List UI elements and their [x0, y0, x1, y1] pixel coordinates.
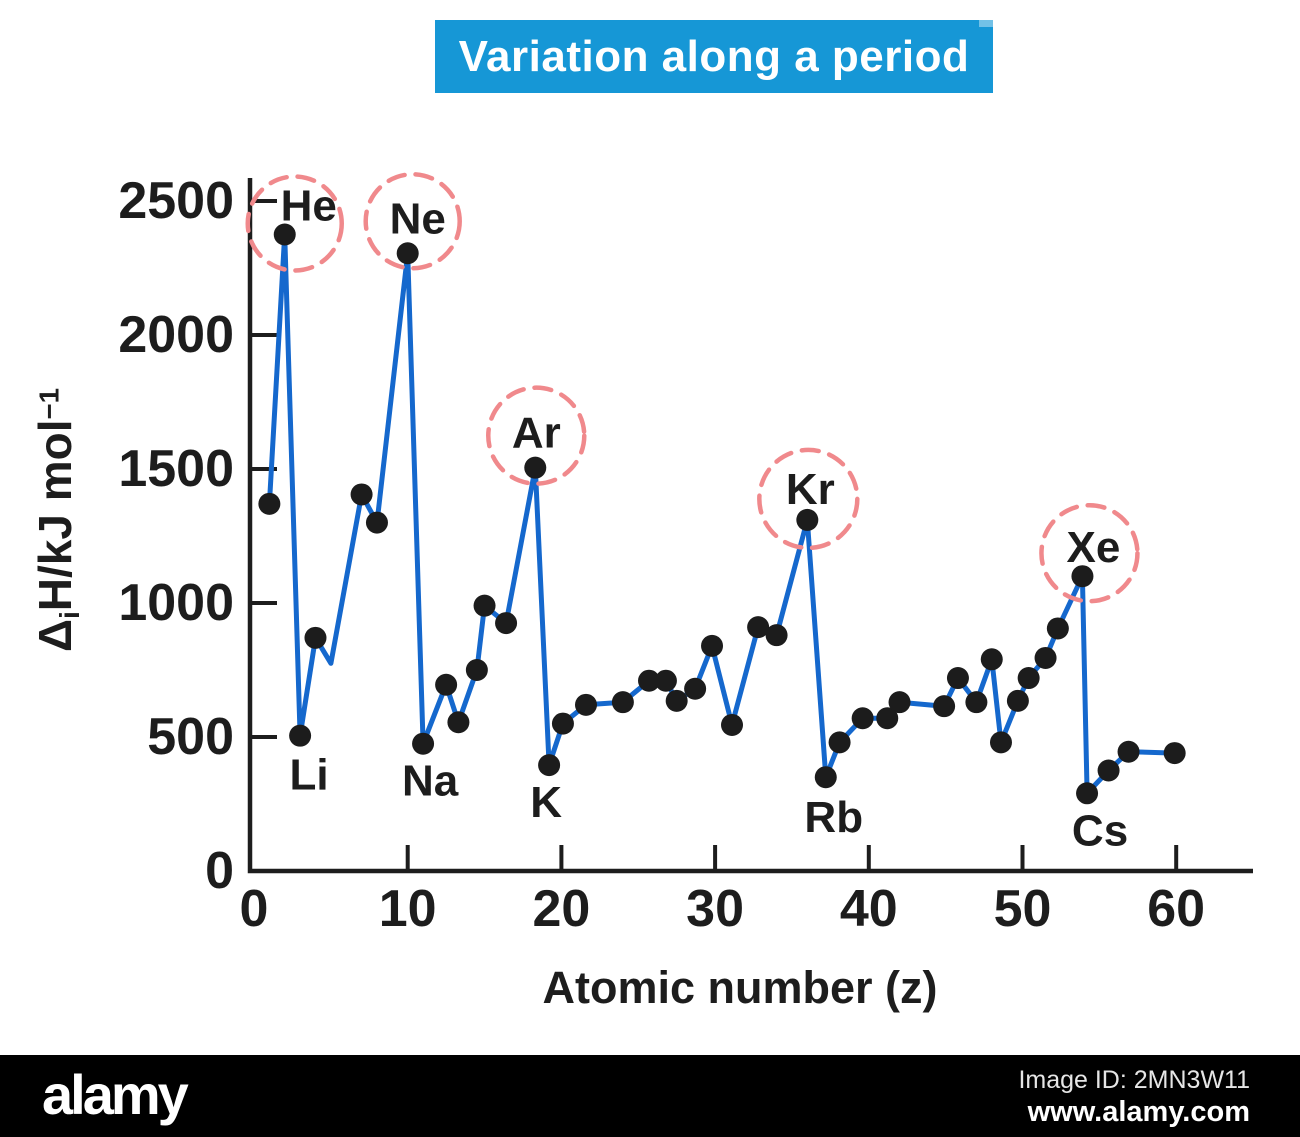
x-tick-label-40: 40	[840, 880, 898, 938]
element-label-Ne: Ne	[390, 194, 446, 243]
data-point-Kr	[796, 508, 819, 531]
y-tick-label-0: 0	[205, 842, 234, 900]
data-point-Zr	[876, 707, 899, 730]
element-label-K: K	[530, 778, 562, 827]
data-point-Fe	[654, 669, 677, 692]
data-point-He	[273, 223, 296, 246]
data-point-Ne	[396, 242, 419, 265]
data-point-Sb	[1017, 667, 1040, 690]
element-label-He: He	[281, 182, 337, 231]
data-point-Sc	[574, 693, 597, 716]
data-point-Co	[665, 689, 688, 712]
x-tick-label-10: 10	[379, 880, 437, 938]
data-point-La	[1117, 740, 1140, 763]
data-point-Ru	[933, 695, 956, 718]
data-point-Al	[447, 711, 470, 734]
highlight-circle-Kr	[757, 447, 860, 551]
y-title-delta: Δ	[28, 618, 81, 652]
data-point-Ni	[684, 677, 707, 700]
data-point-Cr	[611, 691, 634, 714]
y-tick-label-500: 500	[147, 708, 234, 766]
data-point-Se	[765, 624, 788, 647]
data-point-As	[747, 616, 770, 639]
highlight-circle-He	[245, 174, 344, 273]
highlight-circle-Ne	[363, 172, 462, 271]
data-point-Ga	[721, 713, 744, 736]
data-point-Pd	[965, 691, 988, 714]
data-point-Xe	[1071, 565, 1094, 588]
x-tick-label-30: 30	[686, 880, 744, 938]
data-point-H	[258, 492, 281, 515]
image-id: Image ID: 2MN3W11	[1018, 1066, 1250, 1094]
data-point-Be	[304, 626, 327, 649]
data-point-Sr	[828, 731, 851, 754]
y-title-sub: i	[54, 611, 86, 619]
data-point-Cd	[980, 648, 1003, 671]
y-axis-title: ΔiH/kJ mol−1	[28, 388, 86, 652]
watermark-bar: alamy Image ID: 2MN3W11 www.alamy.com	[0, 1055, 1300, 1137]
y-title-main: H/kJ mol	[28, 419, 81, 612]
alamy-logo: alamy	[42, 1063, 189, 1126]
x-tick-label-20: 20	[532, 880, 590, 938]
y-tick-label-1500: 1500	[118, 440, 234, 498]
element-label-Na: Na	[402, 757, 459, 806]
element-label-Cs: Cs	[1072, 806, 1128, 855]
data-point-Si	[465, 659, 488, 681]
element-label-Ar: Ar	[512, 409, 561, 458]
data-point-Rb	[814, 766, 837, 789]
y-title-sup: −1	[33, 388, 65, 420]
y-tick-label-2000: 2000	[118, 306, 234, 364]
watermark-info: Image ID: 2MN3W11 www.alamy.com	[1018, 1065, 1250, 1129]
data-point-Mg	[435, 673, 458, 696]
y-tick-label-2500: 2500	[118, 172, 234, 230]
data-point-K	[538, 754, 561, 777]
data-point-Ba	[1097, 759, 1120, 782]
data-point-In	[989, 731, 1012, 754]
x-tick-label-50: 50	[994, 880, 1052, 938]
data-point-Te	[1034, 646, 1057, 669]
data-point-Cs	[1076, 782, 1099, 805]
data-point-P	[473, 594, 496, 617]
data-point-Nd	[1163, 742, 1186, 765]
element-label-Xe: Xe	[1067, 523, 1121, 572]
data-point-Y	[851, 707, 874, 730]
data-point-Na	[412, 732, 435, 755]
alamy-url: www.alamy.com	[1027, 1096, 1250, 1128]
data-point-Rh	[946, 667, 969, 690]
data-point-Mn	[638, 669, 661, 692]
data-point-I	[1046, 617, 1069, 640]
data-point-Sn	[1006, 689, 1029, 712]
x-tick-label-60: 60	[1147, 880, 1205, 938]
element-label-Kr: Kr	[786, 465, 835, 514]
data-point-Nb	[888, 691, 911, 714]
highlight-circle-Ar	[486, 385, 587, 486]
axis-lines	[247, 178, 1253, 874]
element-label-Rb: Rb	[804, 793, 863, 842]
data-point-Ca	[551, 712, 574, 735]
data-point-Li	[289, 724, 312, 747]
x-axis-title: Atomic number (z)	[542, 962, 938, 1013]
highlight-circle-Xe	[1039, 502, 1140, 604]
data-point-O	[365, 511, 388, 534]
banner-title: Variation along a period	[458, 31, 970, 81]
y-tick-label-1000: 1000	[118, 574, 234, 632]
data-point-N	[350, 483, 373, 506]
element-label-Li: Li	[290, 751, 329, 800]
banner-corner-accent	[979, 20, 993, 27]
data-point-S	[495, 612, 518, 635]
title-banner: Variation along a period	[435, 20, 993, 93]
ionization-curve	[266, 232, 1178, 796]
x-tick-label-0: 0	[240, 880, 269, 938]
data-point-Zn	[701, 634, 724, 657]
data-point-Ar	[524, 456, 547, 479]
